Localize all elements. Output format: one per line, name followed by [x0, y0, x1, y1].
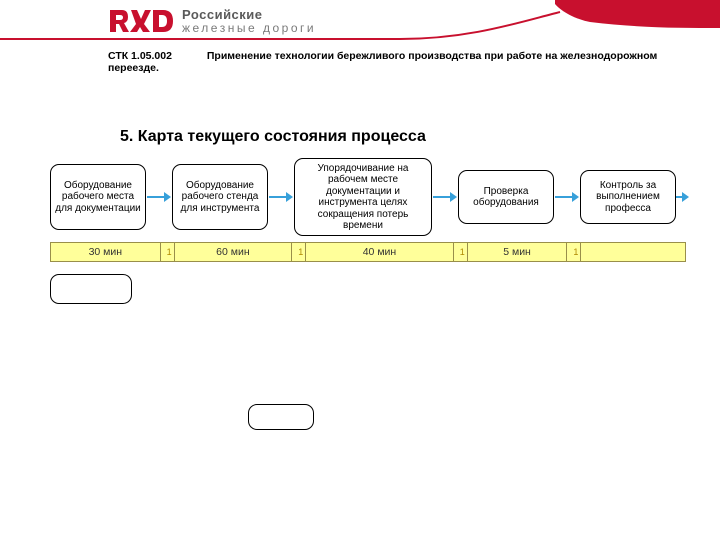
time-segment: 5 мин [468, 243, 568, 261]
flow-node: Оборудование рабочего стенда для инструм… [172, 164, 268, 230]
header: Российские железные дороги [0, 0, 720, 46]
flow-arrow-icon [146, 190, 172, 204]
flow-arrow-icon [554, 190, 580, 204]
empty-box-2 [248, 404, 314, 430]
logo-text: Российские железные дороги [182, 8, 316, 34]
flow-node: Оборудование рабочего места для документ… [50, 164, 146, 230]
flow-node: Контроль за выполнением професса [580, 170, 676, 224]
logo-block: Российские железные дороги [108, 6, 316, 36]
doc-desc: Применение технологии бережливого произв… [108, 50, 657, 74]
brand-line2: железные дороги [182, 22, 316, 35]
doc-code: СТК 1.05.002 [108, 50, 172, 62]
brand-line1: Российские [182, 8, 316, 22]
doc-line: СТК 1.05.002 Применение технологии береж… [108, 50, 704, 74]
time-segment: 40 мин [306, 243, 454, 261]
time-tick: 1 [161, 243, 175, 261]
process-flow: Оборудование рабочего места для документ… [50, 158, 714, 236]
time-bar: 30 мин160 мин140 мин15 мин1 [50, 242, 686, 262]
time-segment: 60 мин [175, 243, 293, 261]
time-tick: 1 [567, 243, 581, 261]
flow-arrow-icon [268, 190, 294, 204]
flow-arrow-icon [432, 190, 458, 204]
flow-node: Упорядочивание на рабочем месте документ… [294, 158, 432, 236]
flow-node: Проверка оборудования [458, 170, 554, 224]
rzd-logo-icon [108, 6, 174, 36]
flow-arrow-icon [676, 190, 690, 204]
time-segment: 30 мин [51, 243, 161, 261]
time-tick: 1 [454, 243, 468, 261]
time-tick: 1 [292, 243, 306, 261]
time-segment [581, 243, 685, 261]
page-title: 5. Карта текущего состояния процесса [120, 128, 426, 146]
empty-box-1 [50, 274, 132, 304]
